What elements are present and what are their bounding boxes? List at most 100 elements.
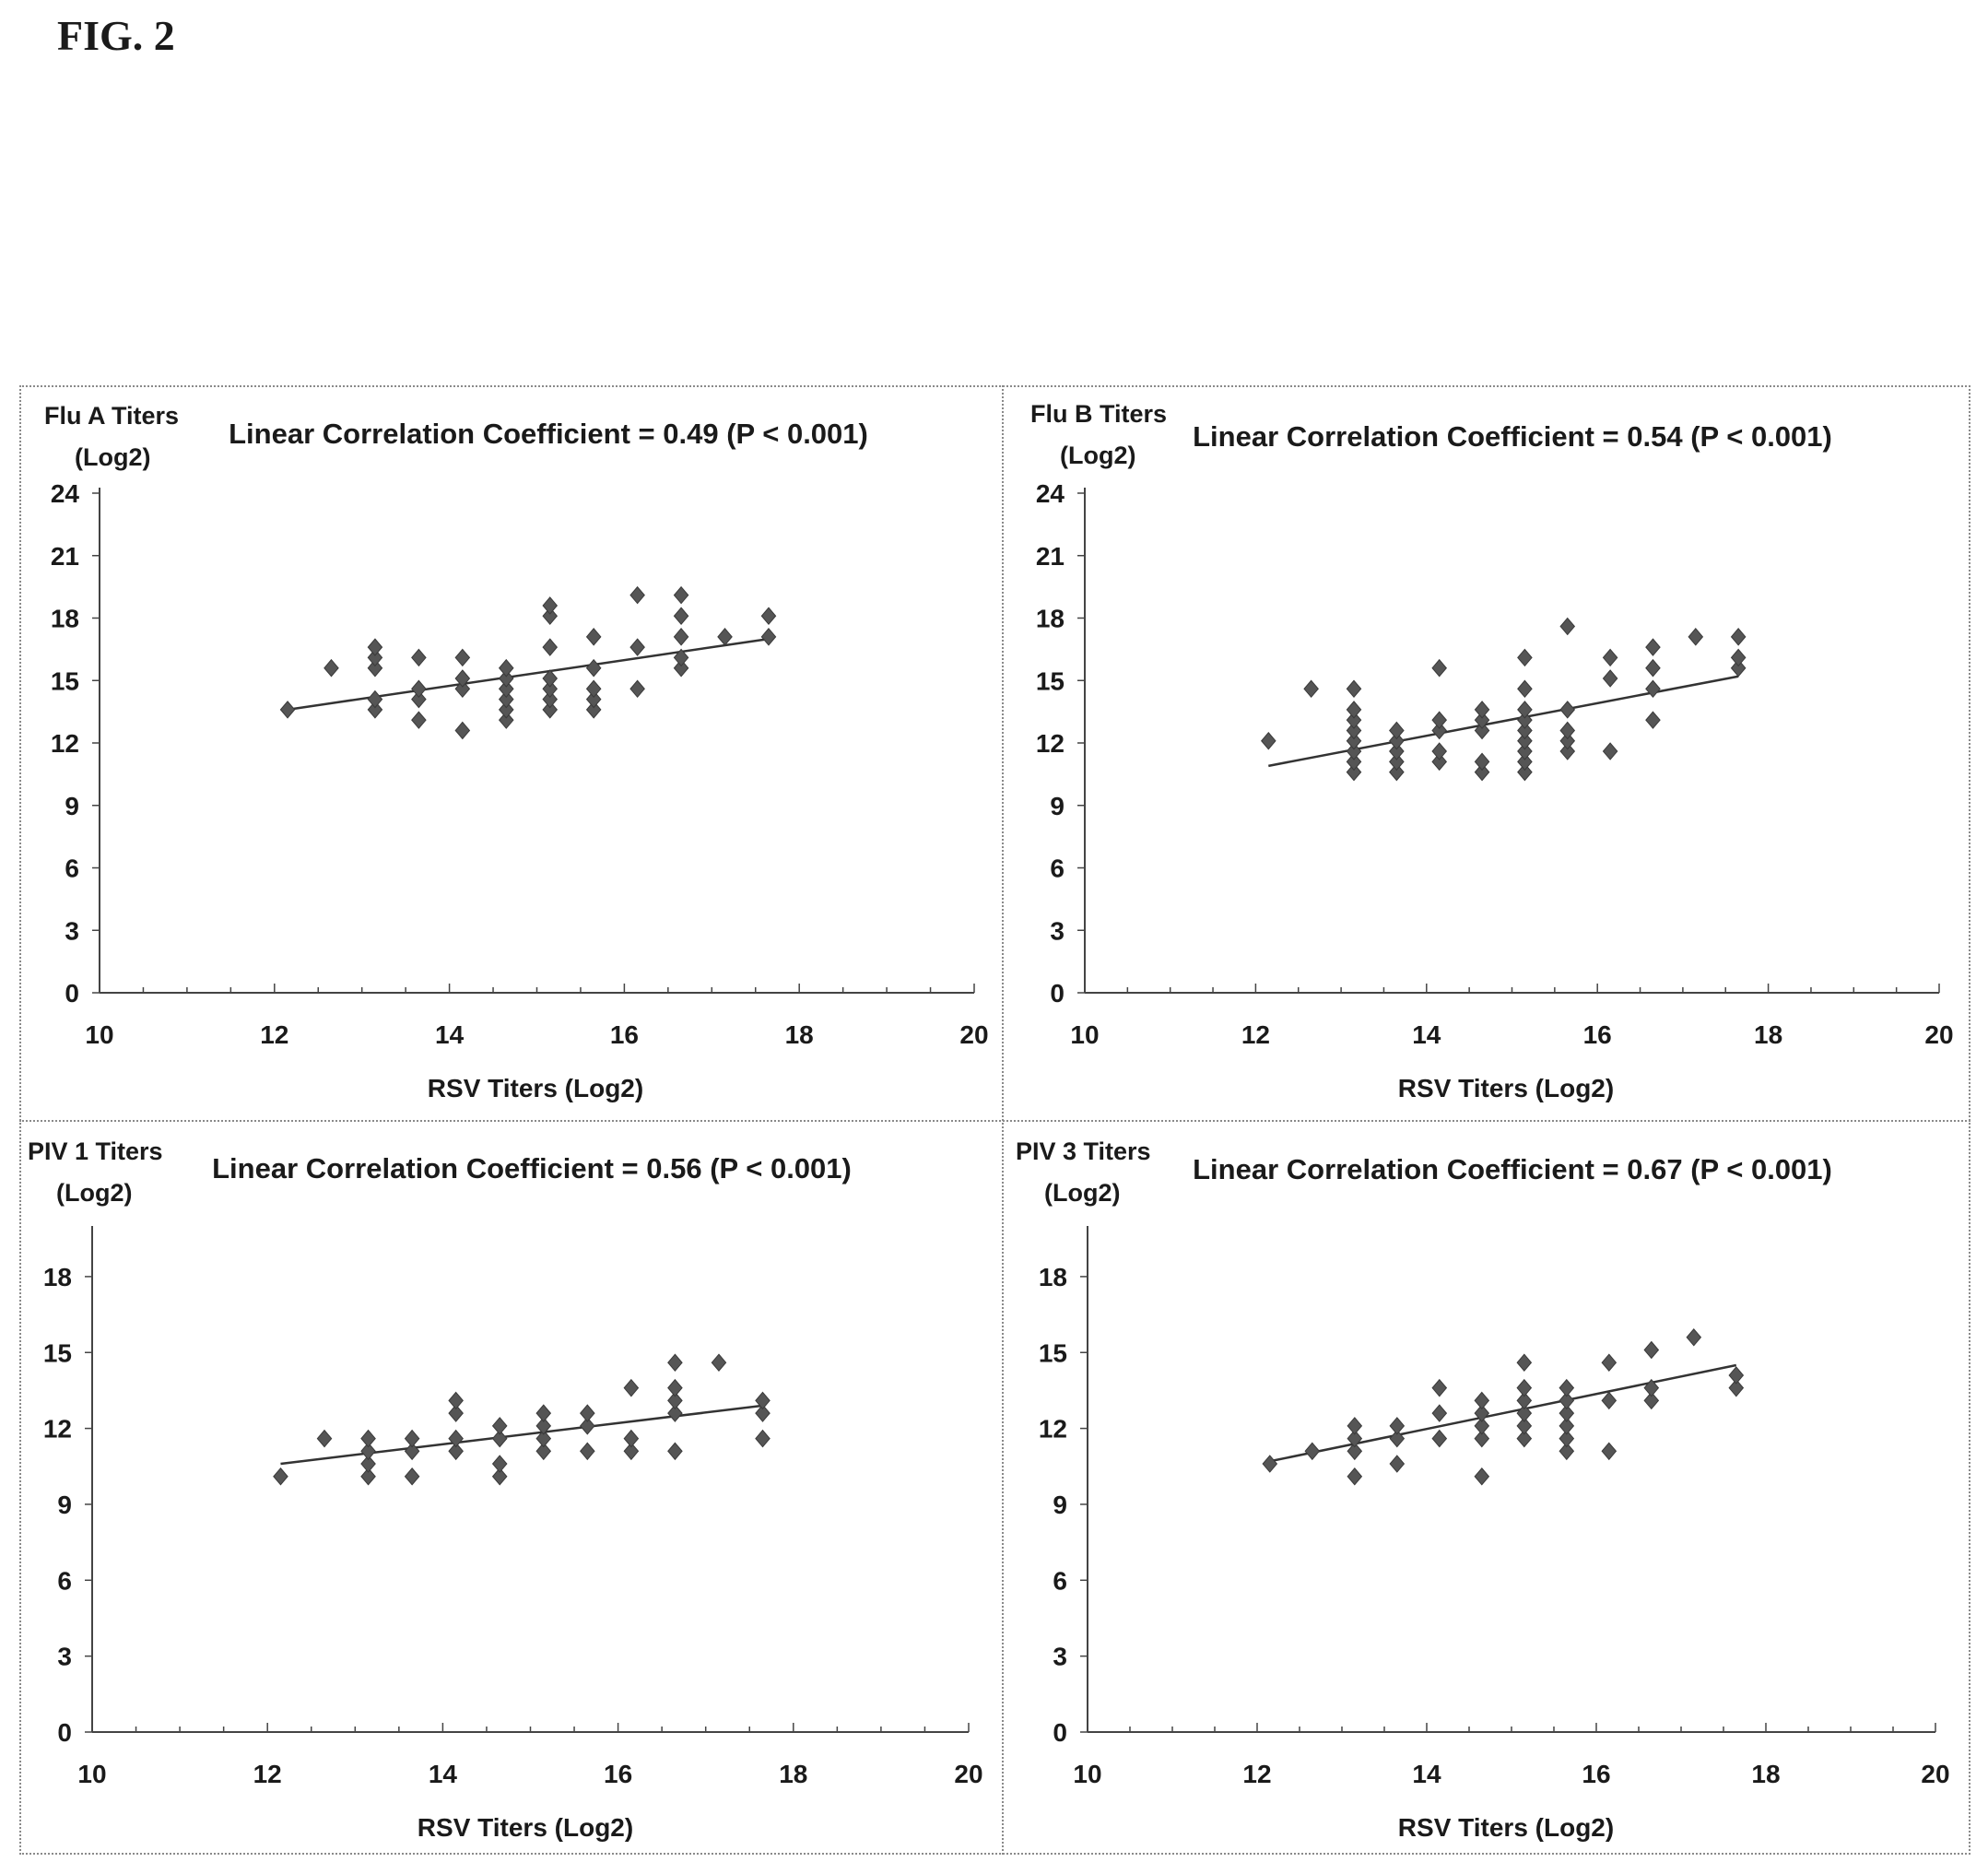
data-point xyxy=(535,1442,552,1461)
y-tick-label: 9 xyxy=(1053,1491,1067,1519)
x-tick-label: 14 xyxy=(435,1020,465,1049)
data-point xyxy=(1559,1391,1575,1410)
data-point xyxy=(585,679,602,699)
x-tick-label: 20 xyxy=(1924,1020,1953,1049)
x-tick-label: 10 xyxy=(1073,1760,1101,1788)
y-tick-label: 12 xyxy=(51,729,79,758)
data-point xyxy=(623,1429,640,1448)
data-point xyxy=(1303,679,1319,699)
data-point xyxy=(1643,1391,1660,1410)
data-point xyxy=(1474,1429,1490,1448)
data-point xyxy=(1346,711,1362,729)
y-tick-label: 9 xyxy=(65,792,79,820)
data-point xyxy=(1517,731,1533,750)
data-point xyxy=(717,628,733,646)
x-tick-label: 12 xyxy=(1241,1020,1270,1049)
x-tick-label: 14 xyxy=(1412,1760,1441,1788)
data-point xyxy=(667,1442,683,1461)
data-point xyxy=(491,1467,508,1486)
data-point xyxy=(498,701,514,719)
data-point xyxy=(367,638,383,656)
trend-line xyxy=(1269,1363,1737,1463)
data-point xyxy=(585,701,602,719)
data-point xyxy=(1516,1429,1533,1448)
data-point xyxy=(1517,648,1533,667)
y-tick-label: 0 xyxy=(1050,979,1065,1008)
data-point xyxy=(1431,658,1448,678)
trend-line xyxy=(1268,675,1739,768)
data-point xyxy=(1728,1378,1745,1397)
data-point xyxy=(1346,721,1362,740)
data-point xyxy=(1559,742,1576,760)
data-point xyxy=(1602,648,1618,667)
data-point xyxy=(760,628,777,646)
data-point xyxy=(1389,752,1405,772)
data-point xyxy=(1645,679,1661,699)
y-tick-label: 12 xyxy=(1036,729,1065,758)
data-point xyxy=(755,1404,770,1422)
data-point xyxy=(1474,1417,1490,1435)
data-point xyxy=(1431,711,1448,729)
chart-title: Linear Correlation Coefficient = 0.49 (P… xyxy=(229,418,868,450)
y-axis-label-line2: (Log2) xyxy=(1044,1179,1120,1207)
data-point xyxy=(1559,721,1576,740)
y-axis-label-line2: (Log2) xyxy=(75,443,150,471)
trend-line xyxy=(280,1404,763,1466)
data-point xyxy=(411,689,427,709)
data-point xyxy=(491,1455,508,1473)
data-point xyxy=(498,679,514,699)
data-point xyxy=(1559,1404,1575,1422)
data-point xyxy=(454,669,471,688)
x-axis-label: RSV Titers (Log2) xyxy=(1398,1813,1614,1842)
data-point xyxy=(498,669,514,688)
data-point xyxy=(629,638,645,656)
data-point xyxy=(1347,1467,1363,1486)
y-tick-label: 6 xyxy=(1050,854,1065,883)
data-point xyxy=(542,607,559,626)
data-point xyxy=(498,658,514,678)
data-point xyxy=(542,689,559,709)
data-point xyxy=(673,607,689,626)
data-point xyxy=(1431,1404,1448,1422)
data-point xyxy=(585,689,602,709)
chart-title: Linear Correlation Coefficient = 0.56 (P… xyxy=(212,1152,852,1185)
panel-divider-horizontal xyxy=(19,1120,1970,1122)
data-point xyxy=(279,701,296,719)
data-point xyxy=(667,1378,683,1397)
data-point xyxy=(1559,1429,1575,1448)
data-point xyxy=(1346,679,1362,699)
data-point xyxy=(1347,1442,1363,1461)
data-point xyxy=(1389,721,1405,740)
y-tick-label: 15 xyxy=(1039,1338,1067,1367)
x-tick-label: 16 xyxy=(1582,1760,1610,1788)
data-point xyxy=(1431,1378,1448,1397)
data-point xyxy=(580,1442,595,1461)
data-point xyxy=(448,1442,464,1461)
data-point xyxy=(711,1353,727,1373)
y-axis-label-line1: PIV 3 Titers xyxy=(1016,1137,1151,1165)
data-point xyxy=(1431,742,1448,760)
data-point xyxy=(1730,628,1747,646)
data-point xyxy=(1474,752,1490,772)
data-point xyxy=(1686,1328,1702,1347)
data-point xyxy=(1474,701,1490,719)
y-tick-label: 18 xyxy=(1039,1263,1067,1291)
data-point xyxy=(542,669,559,688)
data-point xyxy=(1559,731,1576,750)
data-point xyxy=(1516,1353,1533,1373)
chart-piv-3: PIV 3 Titers (Log2) Linear Correlation C… xyxy=(1016,1137,1950,1842)
x-tick-label: 12 xyxy=(260,1020,288,1049)
data-point xyxy=(273,1467,288,1486)
data-point xyxy=(1601,1353,1617,1373)
data-point xyxy=(1346,762,1362,782)
y-tick-label: 9 xyxy=(57,1491,72,1519)
x-tick-label: 10 xyxy=(1070,1020,1099,1049)
data-point xyxy=(448,1429,464,1448)
data-point xyxy=(1517,679,1533,699)
y-tick-label: 6 xyxy=(1053,1566,1067,1595)
data-point xyxy=(411,711,427,729)
data-point xyxy=(1730,658,1747,678)
data-point xyxy=(491,1417,508,1435)
figure-label: FIG. 2 xyxy=(57,12,175,59)
y-tick-label: 0 xyxy=(57,1718,72,1747)
